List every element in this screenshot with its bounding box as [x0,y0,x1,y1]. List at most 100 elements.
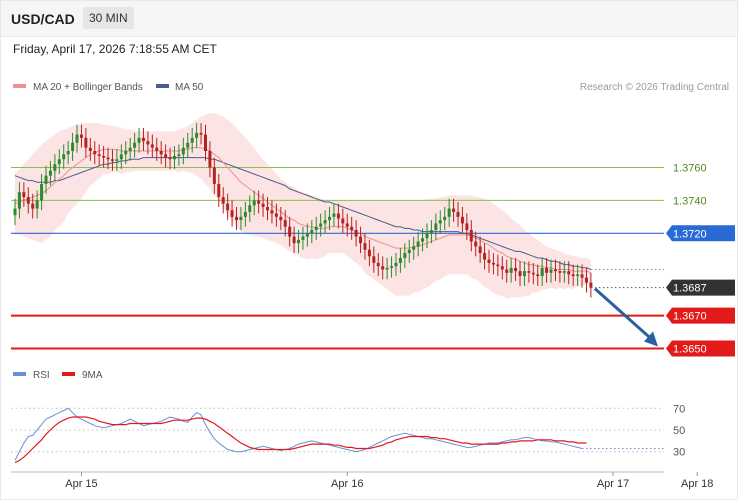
candle-body-61 [283,220,287,227]
candle-body-100 [456,211,460,217]
candle-body-81 [372,256,376,263]
candle-body-57 [266,206,270,211]
rsi-ma-line [14,416,587,464]
candle-body-42 [199,132,203,135]
candles [13,123,593,298]
current-price-tag [666,279,735,296]
candle-body-52 [243,211,247,217]
candle-body-27 [133,142,137,148]
candle-body-73 [336,213,340,219]
timeframe-badge[interactable]: 30 MIN [83,7,134,29]
candle-body-129 [584,277,588,283]
candle-body-46 [217,183,221,198]
candle-body-117 [531,272,535,275]
candle-body-95 [434,223,438,230]
candle-body-19 [97,154,101,156]
ma50-legend-swatch [156,84,169,88]
candle-body-84 [385,267,389,270]
candle-body-34 [164,154,168,158]
chart-datetime: Friday, April 17, 2026 7:18:55 AM CET [13,42,217,56]
candle-body-89 [407,249,411,254]
candle-body-17 [88,147,92,152]
candle-body-75 [345,223,349,227]
candle-body-60 [279,216,283,221]
candle-body-64 [297,239,301,244]
candle-body-128 [580,274,584,278]
candle-body-74 [341,218,345,224]
candle-body-122 [553,269,557,272]
candle-body-123 [558,271,562,273]
research-credit: Research © 2026 Trading Central [580,82,729,93]
candle-body-87 [398,257,402,263]
candle-body-22 [110,159,114,161]
bollinger-band-fill [15,113,591,300]
candle-body-31 [150,144,154,148]
candle-body-103 [469,230,473,242]
candle-body-7 [44,175,48,184]
candle-body-66 [305,233,309,237]
candle-body-51 [239,216,243,221]
candle-body-85 [390,266,394,268]
candle-body-44 [208,151,212,168]
forecast-arrow [593,287,658,347]
level-tag-1.3650 [666,340,735,357]
candle-body-0 [13,208,17,216]
level-label-1.3670: 1.3670 [673,311,707,323]
candle-body-58 [270,210,274,214]
candle-body-16 [84,137,88,148]
ma50-line [14,157,592,270]
level-label-1.3740: 1.3740 [673,195,707,207]
forecast-arrow-head [644,331,658,347]
price-levels [11,166,664,350]
candle-body-119 [540,267,544,277]
candle-body-79 [363,243,367,250]
candle-body-80 [367,249,371,257]
candle-body-96 [438,220,442,224]
candle-body-88 [403,253,407,258]
candle-body-28 [137,137,141,143]
candle-body-115 [522,271,526,277]
symbol-label: USD/CAD [11,11,75,27]
candle-body-38 [181,147,185,155]
candle-body-121 [549,269,553,273]
candle-body-101 [460,216,464,224]
rsi-legend-label: RSI [33,370,50,381]
candle-body-105 [478,246,482,254]
candle-body-110 [500,266,504,270]
level-tags: 1.3760 1.3740 1.3720 1.3670 1.3650 1.3687 [666,162,735,357]
x-tick-label-3: Apr 18 [681,478,713,490]
candle-body-130 [589,282,593,288]
candle-body-24 [119,154,123,160]
current-price-label: 1.3687 [673,283,707,295]
level-tag-1.3670 [666,307,735,324]
candle-body-54 [252,200,256,206]
ma20-legend-swatch [13,84,26,88]
candle-body-72 [332,213,336,217]
candle-body-18 [93,151,97,155]
candle-body-56 [261,203,265,207]
moving-averages [14,147,592,274]
candle-body-92 [421,238,425,242]
candle-body-25 [124,151,128,155]
rsi-ma-legend-swatch [62,372,75,376]
candle-body-39 [186,142,190,148]
candle-body-63 [292,236,296,244]
rsi-tick-label-70: 70 [673,403,685,415]
candle-body-70 [323,220,327,224]
candle-body-69 [319,223,323,227]
candle-body-126 [571,274,575,277]
candle-body-71 [328,216,332,221]
level-label-1.3760: 1.3760 [673,162,707,174]
x-tick-label-0: Apr 15 [65,478,97,490]
candle-body-14 [75,134,79,143]
candle-body-124 [562,271,566,273]
level-label-1.3720: 1.3720 [673,228,707,240]
candle-body-76 [350,226,354,230]
candle-body-113 [514,267,518,272]
candle-body-116 [527,271,531,273]
rsi-panel: 70 50 30 [11,403,685,464]
candle-body-2 [22,192,26,198]
candle-body-47 [221,197,225,204]
candle-body-4 [31,203,35,209]
candle-body-1 [17,192,21,209]
